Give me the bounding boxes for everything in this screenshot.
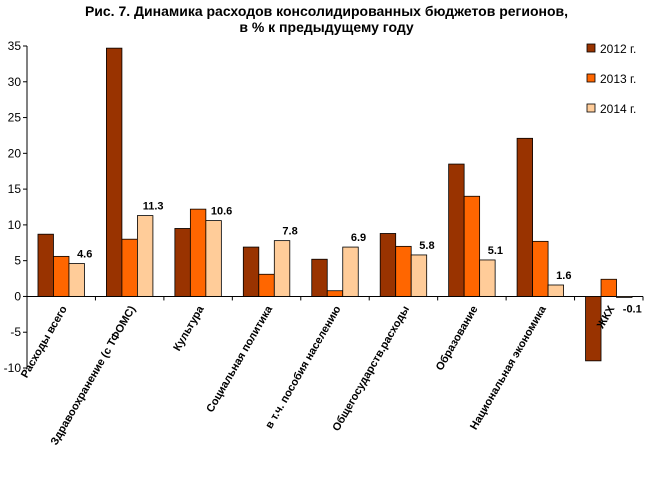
bar-1-6 [379, 233, 397, 297]
chart-title: Рис. 7. Динамика расходов консолидирован… [0, 3, 653, 35]
data-label: 5.8 [419, 240, 434, 252]
bar-2-2 [121, 238, 138, 297]
data-label: 1.6 [556, 270, 571, 282]
bar-1-7 [448, 163, 465, 297]
bar-2-3 [189, 208, 207, 297]
x-category-label: Общегосударств.расходы [330, 304, 412, 433]
y-tick-label: 15 [8, 182, 22, 196]
legend-label: 2014 г. [600, 102, 636, 116]
bar-2-5 [326, 290, 344, 297]
chart-title-line-2: в % к предыдущему году [239, 19, 414, 35]
bar-2-7 [463, 195, 481, 297]
x-category-label: Здравоохранение (с ТФОМС) [49, 304, 139, 448]
y-tick-label: 5 [14, 254, 21, 268]
x-category-label: Образование [434, 304, 481, 373]
y-tick-label: 10 [8, 218, 22, 232]
data-label: 7.8 [282, 226, 297, 238]
y-tick-label: -5 [10, 325, 21, 339]
bar-2-6 [395, 245, 412, 297]
legend-swatch [586, 103, 596, 113]
legend: 2012 г. 2013 г. 2014 г. [586, 42, 636, 116]
x-category-label: Социальная политика [204, 303, 275, 414]
bar-3-3 [205, 220, 222, 297]
data-label: 5.1 [488, 245, 503, 257]
bar-3-7 [479, 259, 496, 297]
bar-3-1 [68, 263, 85, 297]
bar-1-1 [37, 233, 54, 297]
bar-1-3 [174, 228, 191, 297]
y-tick-label: 35 [8, 39, 22, 53]
bar-3-8 [547, 284, 564, 297]
y-tick-label: 30 [8, 75, 22, 89]
chart-title-line-1: Рис. 7. Динамика расходов консолидирован… [84, 3, 569, 19]
bar-3-6 [410, 254, 428, 297]
bar-1-4 [242, 246, 260, 297]
y-tick-label: -10 [4, 361, 22, 375]
bar-1-5 [311, 258, 328, 297]
y-tick-label: 20 [8, 146, 22, 160]
bar-3-5 [342, 246, 359, 297]
bar-3-4 [273, 240, 291, 297]
y-tick-label: 0 [14, 289, 21, 303]
bar-layer [37, 47, 633, 362]
bar-2-9 [600, 278, 617, 297]
data-label: 10.6 [211, 206, 232, 218]
bar-2-8 [532, 240, 549, 297]
data-label: -0.1 [623, 303, 642, 315]
legend-swatch [586, 43, 596, 53]
bar-2-1 [53, 255, 70, 297]
bar-1-8 [516, 137, 533, 297]
data-label: 11.3 [143, 201, 164, 213]
x-category-label: Культура [171, 303, 207, 353]
bar-1-9 [585, 296, 602, 362]
bar-1-2 [106, 47, 123, 297]
legend-swatch [586, 73, 596, 83]
y-tick-label: 25 [8, 111, 22, 125]
bar-3-2 [137, 215, 154, 297]
x-category-label: Национальная экономика [468, 303, 549, 432]
data-label: 4.6 [77, 249, 92, 261]
x-category-label: в т.ч. пособия населению [263, 304, 343, 431]
bar-2-4 [258, 273, 275, 297]
data-label: 6.9 [351, 232, 366, 244]
bar-3-9 [616, 296, 633, 298]
legend-label: 2013 г. [600, 72, 636, 86]
legend-label: 2012 г. [600, 42, 636, 56]
